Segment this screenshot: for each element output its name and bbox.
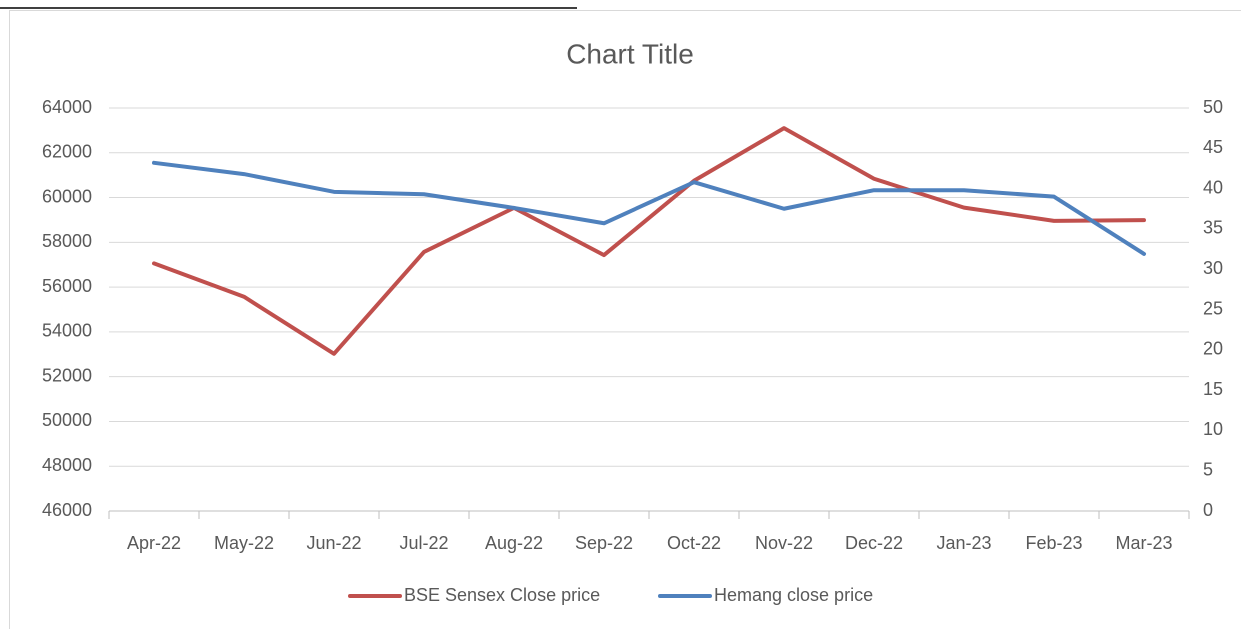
- x-tick-label: Sep-22: [575, 533, 633, 553]
- chart-title: Chart Title: [566, 38, 694, 69]
- y2-tick-label: 0: [1203, 500, 1213, 520]
- x-tick-label: Jul-22: [399, 533, 448, 553]
- legend-label: Hemang close price: [714, 585, 873, 605]
- y-tick-label: 58000: [42, 231, 92, 251]
- series-line: [154, 128, 1144, 354]
- x-tick-label: Nov-22: [755, 533, 813, 553]
- y-tick-label: 60000: [42, 186, 92, 206]
- x-tick-label: Jan-23: [936, 533, 991, 553]
- y-tick-label: 52000: [42, 365, 92, 385]
- y-tick-label: 46000: [42, 500, 92, 520]
- y2-tick-label: 35: [1203, 218, 1223, 238]
- x-tick-label: Aug-22: [485, 533, 543, 553]
- y2-tick-label: 30: [1203, 258, 1223, 278]
- x-tick-label: Apr-22: [127, 533, 181, 553]
- y-tick-label: 64000: [42, 97, 92, 117]
- y2-tick-label: 45: [1203, 137, 1223, 157]
- y-tick-label: 54000: [42, 321, 92, 341]
- x-tick-label: Mar-23: [1115, 533, 1172, 553]
- y-tick-label: 62000: [42, 142, 92, 162]
- y2-tick-label: 20: [1203, 339, 1223, 359]
- y-tick-label: 48000: [42, 455, 92, 475]
- y-tick-label: 50000: [42, 410, 92, 430]
- y2-tick-label: 40: [1203, 177, 1223, 197]
- y2-tick-label: 15: [1203, 379, 1223, 399]
- y2-tick-label: 50: [1203, 97, 1223, 117]
- series-line: [154, 163, 1144, 254]
- y2-tick-label: 5: [1203, 459, 1213, 479]
- x-tick-label: Feb-23: [1025, 533, 1082, 553]
- x-tick-label: Dec-22: [845, 533, 903, 553]
- y2-tick-label: 10: [1203, 419, 1223, 439]
- y2-tick-label: 25: [1203, 298, 1223, 318]
- x-tick-label: Jun-22: [306, 533, 361, 553]
- x-tick-label: May-22: [214, 533, 274, 553]
- legend-label: BSE Sensex Close price: [404, 585, 600, 605]
- y-tick-label: 56000: [42, 276, 92, 296]
- x-tick-label: Oct-22: [667, 533, 721, 553]
